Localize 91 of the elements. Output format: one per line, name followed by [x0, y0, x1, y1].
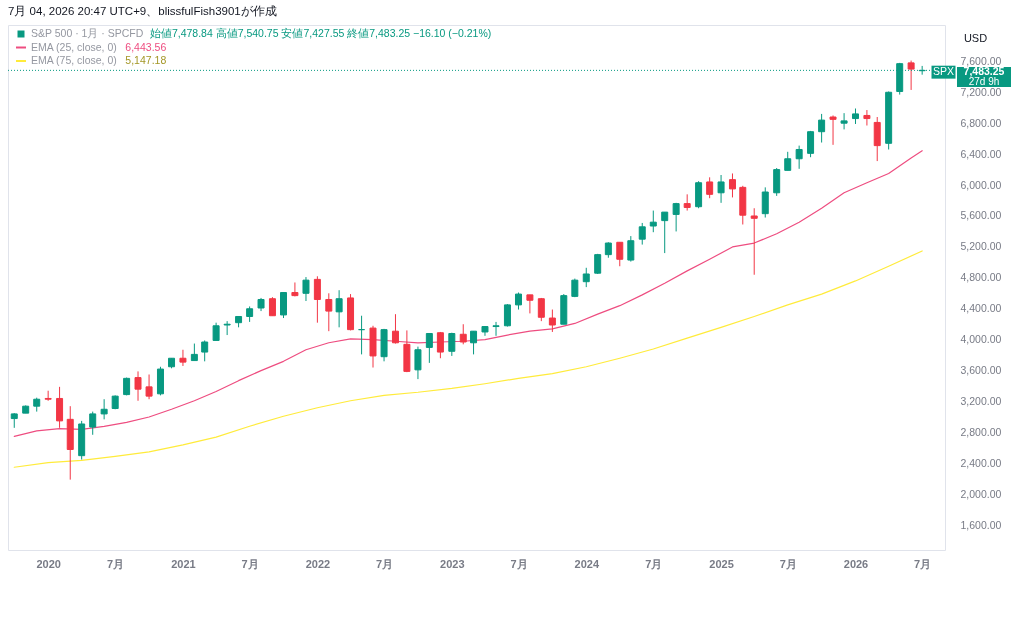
candlestick: [672, 202, 680, 232]
y-tick-label: 4,800.00: [960, 271, 1002, 284]
x-tick-label: 2026: [843, 557, 869, 570]
candlestick: [179, 349, 187, 367]
y-tick-label: 3,600.00: [960, 364, 1002, 377]
annotation: SPX: [932, 65, 955, 78]
x-tick-label: 2024: [574, 557, 600, 570]
candlestick: [706, 176, 714, 199]
candlestick: [829, 114, 837, 146]
candlestick: [291, 281, 299, 297]
x-tick-label: 7月: [779, 557, 797, 570]
candlestick: [313, 275, 321, 324]
candlestick: [863, 109, 871, 127]
x-tick-label: 7月: [375, 557, 394, 570]
y-tick-label: 6,000.00: [960, 178, 1002, 191]
candlestick: [335, 289, 343, 328]
candlestick: [717, 174, 725, 204]
y-tick-label: 2,800.00: [960, 425, 1002, 438]
candlestick: [89, 411, 97, 436]
legend-label: EMA (25, close, 0): [31, 40, 117, 53]
candlestick: [795, 145, 803, 170]
candlestick: [391, 313, 399, 345]
candlestick: [492, 321, 500, 337]
annotation: 5,147.18: [125, 54, 167, 66]
x-tick-label: 2022: [305, 557, 331, 570]
x-tick-label: 2023: [440, 557, 465, 570]
x-tick-label: 7月: [107, 557, 125, 570]
candlestick: [414, 346, 422, 380]
candlestick: [649, 210, 657, 233]
candlestick: [638, 222, 646, 246]
candlestick: [223, 320, 231, 336]
candlestick: [695, 180, 703, 209]
candlestick: [773, 167, 781, 197]
candlestick: [44, 390, 52, 402]
candlestick: [325, 292, 333, 332]
legend-label: S&P 500 · 1月 · SPCFD: [31, 27, 144, 39]
chart-title: 7月 04, 2026 20:47 UTC+9、blissfulFish3901が作成: [8, 4, 277, 17]
candlestick: [503, 303, 511, 328]
x-tick-label: 2021: [171, 557, 196, 570]
candlestick: [280, 292, 287, 319]
line-series: [13, 150, 923, 437]
y-tick-label: 5,200.00: [960, 240, 1002, 253]
y-tick-label: 7,200.00: [960, 85, 1002, 98]
text: 27d 9h: [968, 75, 1000, 87]
y-tick-label: 5,600.00: [960, 209, 1002, 222]
y-tick-label: 7,600.00: [960, 54, 1002, 67]
y-tick-label: 4,400.00: [960, 302, 1002, 315]
candlestick: [728, 172, 736, 198]
candlestick: [807, 130, 815, 158]
candlestick: [661, 211, 669, 254]
candlestick: [548, 309, 556, 333]
candlestick: [840, 112, 848, 130]
candlestick: [818, 113, 826, 144]
y-tick-label: 2,400.00: [960, 456, 1002, 469]
candlestick: [526, 294, 534, 314]
candlestick: [56, 386, 64, 429]
candlestick: [436, 331, 444, 359]
candlestick: [582, 267, 590, 288]
candlestick: [459, 323, 467, 345]
y-tick-label: 6,800.00: [960, 116, 1002, 129]
annotation: 6,443.56: [125, 40, 167, 53]
candlestick: [134, 370, 142, 402]
y-tick-label: 1,600.00: [960, 518, 1002, 531]
y-tick-label: 2,000.00: [960, 487, 1002, 500]
y-tick-label: 3,200.00: [960, 395, 1002, 408]
x-tick-label: 7月: [914, 557, 932, 570]
candlestick: [784, 151, 792, 171]
candlestick: [201, 339, 209, 362]
x-tick-label: 7月: [645, 557, 663, 570]
candlestick: [761, 186, 769, 219]
x-tick-label: 2020: [36, 557, 61, 570]
candlestick: [873, 116, 881, 162]
y-tick-label: 4,000.00: [960, 333, 1002, 346]
candlestick: [100, 398, 108, 420]
x-tick-label: 7月: [510, 557, 528, 570]
y-axis-title: USD: [963, 31, 988, 44]
candlestick: [470, 330, 478, 355]
candlestick: [145, 373, 153, 400]
x-tick-label: 2025: [709, 557, 734, 570]
candlestick: [302, 276, 310, 302]
y-tick-label: 6,400.00: [960, 147, 1002, 160]
line-series: [13, 250, 923, 468]
candlestick: [268, 296, 276, 317]
x-tick-label: 7月: [241, 557, 259, 570]
legend-label: EMA (75, close, 0): [31, 54, 117, 66]
candlestick: [907, 60, 915, 91]
candlestick: [425, 333, 433, 364]
annotation: 始値7,478.84 高値7,540.75 安値7,427.55 終値7,483.25 −16.10 (−0.21%): [149, 27, 492, 39]
candlestick: [627, 235, 635, 263]
candlestick: [616, 241, 624, 267]
candlestick: [750, 207, 758, 276]
